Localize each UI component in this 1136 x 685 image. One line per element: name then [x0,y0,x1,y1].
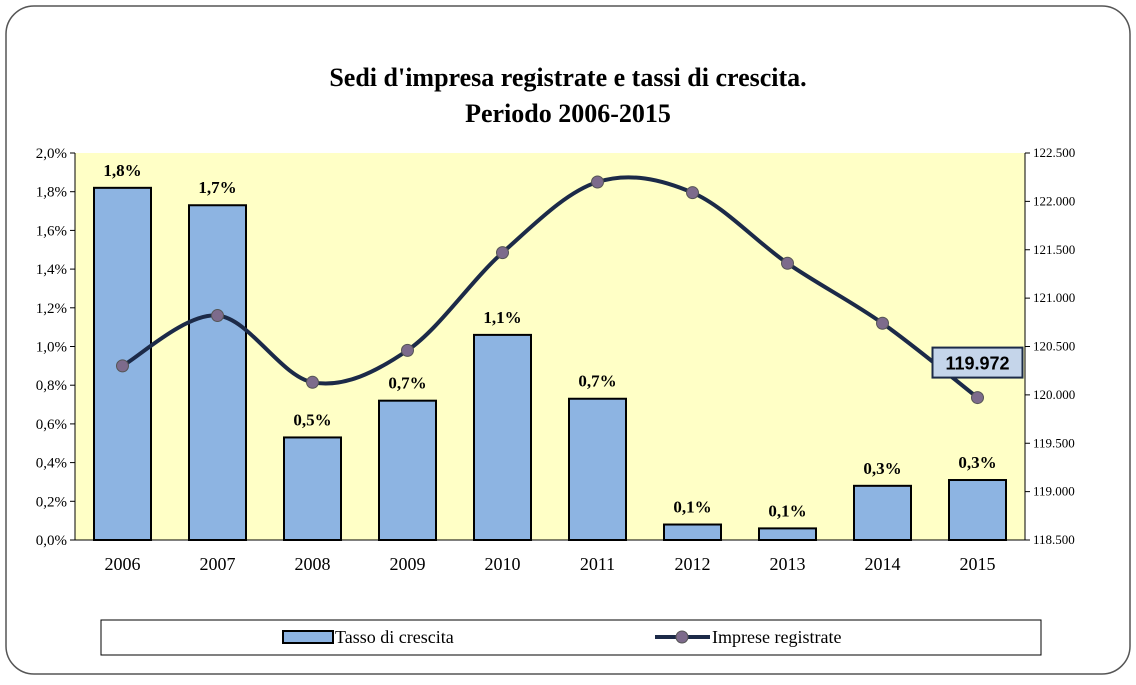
x-tick-label: 2008 [295,554,331,574]
y-tick-label: 0,6% [36,417,67,433]
chart-title: Sedi d'impresa registrate e tassi di cre… [329,63,806,92]
data-label: 1,8% [103,161,141,180]
bar [663,523,722,542]
x-tick-label: 2009 [390,554,426,574]
legend-marker [675,630,689,644]
legend-box [100,619,1042,656]
line-marker [496,246,509,260]
y2-tick-label: 120.500 [1033,339,1075,354]
data-label: 0,3% [958,453,996,472]
line-marker [781,256,794,270]
y-tick-label: 2,0% [36,146,67,162]
y-tick-label: 1,0% [36,340,67,356]
legend-swatch [282,630,334,644]
x-tick-label: 2011 [580,554,615,574]
line-marker [306,375,319,389]
y2-tick-label: 120.000 [1033,387,1075,402]
line [121,175,979,400]
x-tick-label: 2013 [770,554,806,574]
data-label-box [931,346,1024,379]
data-label: 0,7% [388,374,426,393]
x-tick-label: 2010 [485,554,521,574]
bar [948,479,1007,542]
y-tick-label: 1,4% [36,262,67,278]
y-tick-label: 1,6% [36,223,67,239]
y-tick-label: 0,0% [36,533,67,549]
x-tick-label: 2014 [865,554,901,574]
data-label: 1,7% [198,178,236,197]
bar [473,333,532,542]
data-label: 1,1% [483,308,521,327]
x-tick-label: 2007 [200,554,236,574]
y2-tick-label: 119.000 [1033,484,1075,499]
line-marker [971,391,984,405]
legend-label: Tasso di crescita [335,627,454,647]
line-marker [591,175,604,189]
line-marker [211,309,224,323]
legend-label: Imprese registrate [712,627,841,647]
y2-tick-label: 118.500 [1033,532,1075,547]
y-tick-label: 0,2% [36,494,67,510]
y2-tick-label: 121.000 [1033,290,1075,305]
data-label: 0,1% [673,498,711,517]
x-tick-label: 2012 [675,554,711,574]
bar [378,399,437,541]
data-label: 119.972 [945,354,1009,374]
line-marker [116,359,129,373]
y-tick-label: 0,4% [36,456,67,472]
y2-tick-label: 122.000 [1033,193,1075,208]
bar [568,397,627,541]
y-tick-label: 1,2% [36,301,67,317]
chart-subtitle: Periodo 2006-2015 [465,99,671,128]
bar [853,484,912,542]
bar [283,436,342,542]
x-tick-label: 2006 [105,554,141,574]
y2-tick-label: 122.500 [1033,145,1075,160]
y2-tick-label: 121.500 [1033,242,1075,257]
data-label: 0,5% [293,410,331,429]
data-label: 0,3% [863,459,901,478]
bar [758,527,817,542]
line-marker [876,316,889,330]
y-tick-label: 1,8% [36,185,67,201]
data-label: 0,7% [578,372,616,391]
x-tick-label: 2015 [960,554,996,574]
data-label: 0,1% [768,501,806,520]
y2-tick-label: 119.500 [1033,435,1075,450]
line-marker [401,343,414,357]
bar [188,204,247,541]
y-tick-label: 0,8% [36,378,67,394]
line-marker [686,186,699,200]
